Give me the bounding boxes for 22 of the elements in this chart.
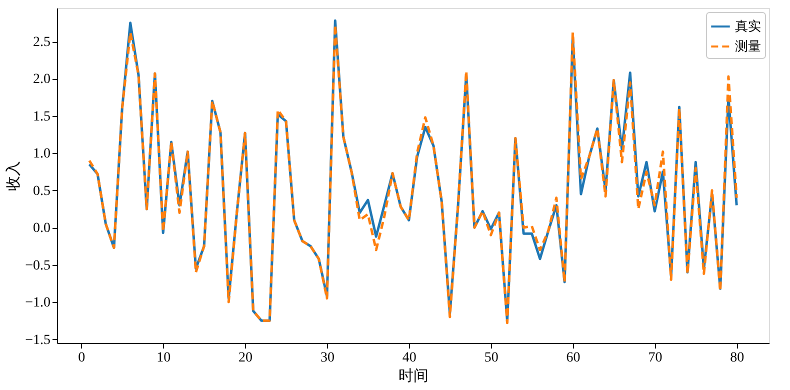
y-tick-label: −1.5 — [25, 332, 50, 348]
legend-label: 测量 — [735, 38, 761, 54]
x-axis-title: 时间 — [398, 368, 428, 384]
x-tick-label: 10 — [156, 350, 171, 366]
y-tick-label: 1.5 — [33, 109, 50, 124]
y-axis-title: 收入 — [5, 161, 22, 191]
y-tick-label: 0.0 — [33, 221, 50, 236]
x-tick-label: 60 — [566, 350, 580, 366]
x-tick-label: 40 — [402, 350, 416, 366]
x-tick-label: 50 — [484, 350, 498, 366]
y-tick-label: −1.0 — [25, 296, 50, 311]
x-tick-label: 70 — [648, 350, 662, 366]
y-tick-label: 2.5 — [33, 35, 50, 50]
y-tick-label: 0.5 — [33, 184, 50, 199]
x-tick-label: 30 — [320, 350, 334, 366]
x-tick-label: 0 — [78, 350, 86, 366]
y-tick-label: 1.0 — [33, 146, 50, 162]
y-tick-label: 2.0 — [33, 72, 50, 88]
legend-label: 真实 — [735, 18, 761, 34]
x-tick-label: 80 — [730, 350, 744, 366]
x-tick-label: 20 — [238, 350, 253, 366]
y-tick-label: −0.5 — [25, 258, 50, 274]
